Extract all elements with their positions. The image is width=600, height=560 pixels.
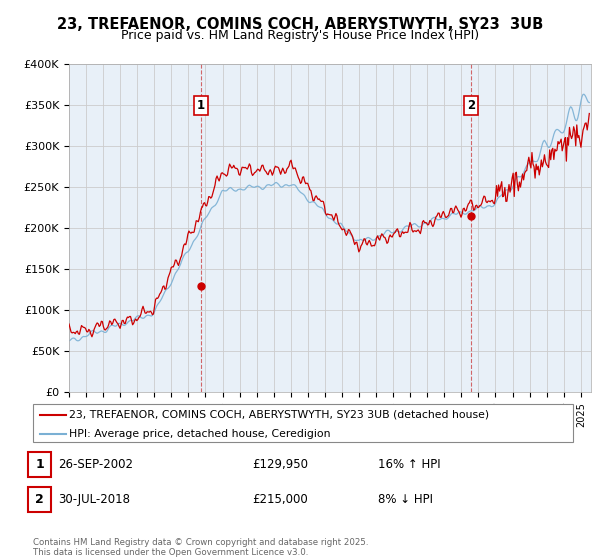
- Text: 16% ↑ HPI: 16% ↑ HPI: [378, 458, 440, 471]
- Text: 2: 2: [467, 99, 475, 112]
- Text: Price paid vs. HM Land Registry's House Price Index (HPI): Price paid vs. HM Land Registry's House …: [121, 29, 479, 42]
- Text: 1: 1: [35, 458, 44, 471]
- Text: 23, TREFAENOR, COMINS COCH, ABERYSTWYTH, SY23 3UB (detached house): 23, TREFAENOR, COMINS COCH, ABERYSTWYTH,…: [69, 410, 489, 420]
- Text: 23, TREFAENOR, COMINS COCH, ABERYSTWYTH, SY23  3UB: 23, TREFAENOR, COMINS COCH, ABERYSTWYTH,…: [57, 17, 543, 32]
- Text: 30-JUL-2018: 30-JUL-2018: [58, 493, 130, 506]
- Text: Contains HM Land Registry data © Crown copyright and database right 2025.
This d: Contains HM Land Registry data © Crown c…: [33, 538, 368, 557]
- Text: 8% ↓ HPI: 8% ↓ HPI: [378, 493, 433, 506]
- Text: 1: 1: [197, 99, 205, 112]
- Text: £129,950: £129,950: [252, 458, 308, 471]
- Text: HPI: Average price, detached house, Ceredigion: HPI: Average price, detached house, Cere…: [69, 429, 331, 439]
- Text: £215,000: £215,000: [252, 493, 308, 506]
- Text: 26-SEP-2002: 26-SEP-2002: [58, 458, 133, 471]
- Text: 2: 2: [35, 493, 44, 506]
